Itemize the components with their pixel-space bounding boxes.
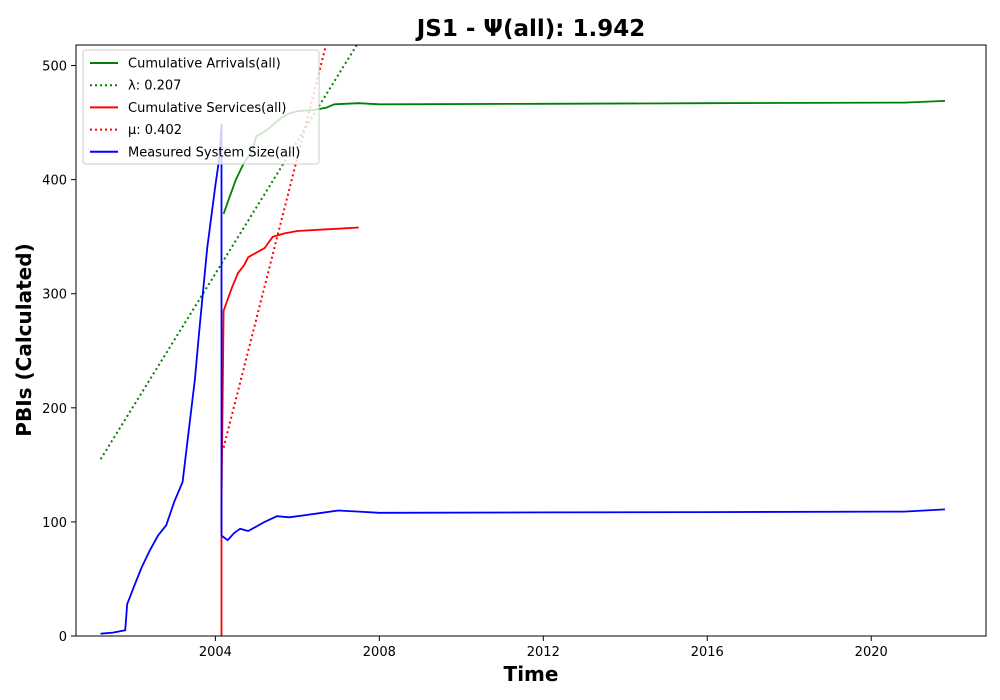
y-tick-label: 500 (42, 60, 67, 75)
y-tick-label: 0 (59, 630, 67, 645)
y-axis-title: PBIs (Calculated) (12, 243, 36, 436)
x-axis-title: Time (504, 662, 559, 686)
x-tick-label: 2008 (363, 645, 396, 660)
y-tick-label: 400 (42, 174, 67, 189)
legend: Cumulative Arrivals(all) λ: 0.207 Cumulati… (82, 49, 320, 165)
legend-label: λ: 0.207 (128, 79, 181, 94)
y-tick-label: 100 (42, 516, 67, 531)
legend-label: Cumulative Services(all) (128, 101, 286, 116)
x-tick-label: 2012 (527, 645, 560, 660)
series-line-1 (222, 100, 946, 215)
x-tick-label: 2004 (199, 645, 232, 660)
legend-label: Cumulative Arrivals(all) (128, 57, 281, 72)
y-tick-label: 300 (42, 288, 67, 303)
y-axis: 0 100 200 300 400 500 (42, 60, 76, 645)
legend-label: μ: 0.402 (128, 123, 182, 138)
legend-label: Measured System Size(all) (128, 145, 300, 160)
x-tick-label: 2020 (855, 645, 888, 660)
x-tick-label: 2016 (691, 645, 724, 660)
x-axis: 2004 2008 2012 2016 2020 (199, 636, 888, 660)
series-line-5 (100, 124, 946, 635)
chart-title: JS1 - Ψ(all): 1.942 (415, 16, 646, 42)
series-line-3 (220, 226, 359, 636)
plot-frame (75, 44, 987, 637)
legend-box (82, 49, 320, 165)
y-tick-label: 200 (42, 402, 67, 417)
